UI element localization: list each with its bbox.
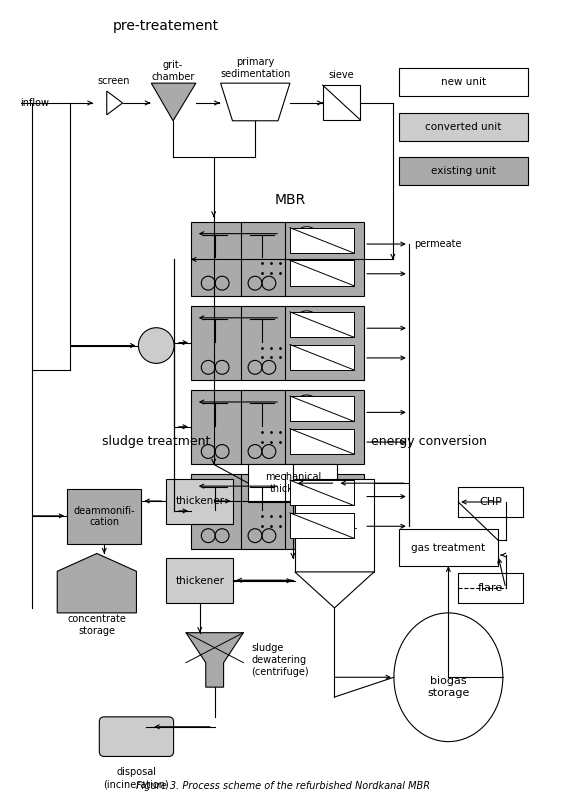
Text: mechanical
thickener: mechanical thickener (265, 473, 321, 494)
Text: pre-treatement: pre-treatement (113, 18, 219, 33)
Polygon shape (107, 91, 123, 115)
Text: existing unit: existing unit (431, 167, 496, 176)
Text: sludge treatment: sludge treatment (102, 435, 210, 448)
Bar (191, 306, 364, 380)
Polygon shape (151, 83, 196, 121)
Text: grit-
chamber: grit- chamber (151, 60, 195, 82)
Text: CHP: CHP (479, 497, 502, 507)
Text: flare: flare (478, 583, 503, 593)
Bar (290, 312, 354, 337)
Bar (290, 513, 354, 538)
Bar (191, 474, 364, 549)
Bar (191, 222, 364, 296)
Bar (323, 85, 360, 120)
Bar (67, 489, 141, 544)
FancyBboxPatch shape (99, 717, 173, 756)
Polygon shape (220, 83, 290, 121)
Bar (290, 396, 354, 421)
Circle shape (138, 328, 174, 364)
Bar (290, 227, 354, 253)
Bar (290, 429, 354, 454)
Bar (458, 487, 523, 517)
Text: sieve: sieve (329, 70, 354, 80)
Text: sludge
dewatering
(centrifuge): sludge dewatering (centrifuge) (251, 643, 309, 677)
Polygon shape (186, 633, 244, 687)
Bar (399, 113, 528, 141)
Bar (290, 260, 354, 286)
Text: MBR: MBR (274, 193, 306, 207)
Text: converted unit: converted unit (425, 122, 501, 131)
Bar (191, 390, 364, 465)
Polygon shape (295, 572, 374, 608)
Wedge shape (294, 324, 320, 336)
Text: biogas
storage: biogas storage (427, 676, 470, 698)
Text: new unit: new unit (441, 77, 486, 87)
Text: deammonifi-
cation: deammonifi- cation (73, 505, 135, 527)
Text: screen: screen (97, 76, 130, 87)
Text: digester: digester (311, 525, 358, 536)
Text: permeate: permeate (414, 239, 461, 249)
Wedge shape (294, 239, 320, 252)
Bar (166, 479, 233, 524)
Wedge shape (294, 227, 320, 239)
Text: disposal
(incineration): disposal (incineration) (103, 767, 170, 789)
Text: primary
sedimentation: primary sedimentation (220, 58, 290, 79)
Bar (399, 158, 528, 185)
Text: Figure 3. Process scheme of the refurbished Nordkanal MBR: Figure 3. Process scheme of the refurbis… (136, 781, 430, 791)
Bar (399, 529, 498, 566)
Polygon shape (57, 553, 137, 613)
Text: thickener: thickener (175, 497, 224, 506)
Text: inflow: inflow (20, 98, 49, 108)
Text: thickener: thickener (175, 576, 224, 586)
Wedge shape (294, 395, 320, 408)
Text: energy conversion: energy conversion (371, 435, 486, 448)
Bar (249, 465, 337, 502)
Bar (290, 344, 354, 370)
Bar (399, 68, 528, 96)
Bar (290, 481, 354, 505)
Polygon shape (295, 479, 374, 572)
Bar (458, 574, 523, 603)
Wedge shape (294, 492, 320, 505)
Wedge shape (294, 408, 320, 421)
Bar (166, 558, 233, 603)
Wedge shape (294, 479, 320, 492)
Text: concentrate
storage: concentrate storage (67, 614, 127, 635)
Ellipse shape (394, 613, 503, 742)
Text: gas treatment: gas treatment (411, 542, 485, 553)
Wedge shape (294, 311, 320, 324)
